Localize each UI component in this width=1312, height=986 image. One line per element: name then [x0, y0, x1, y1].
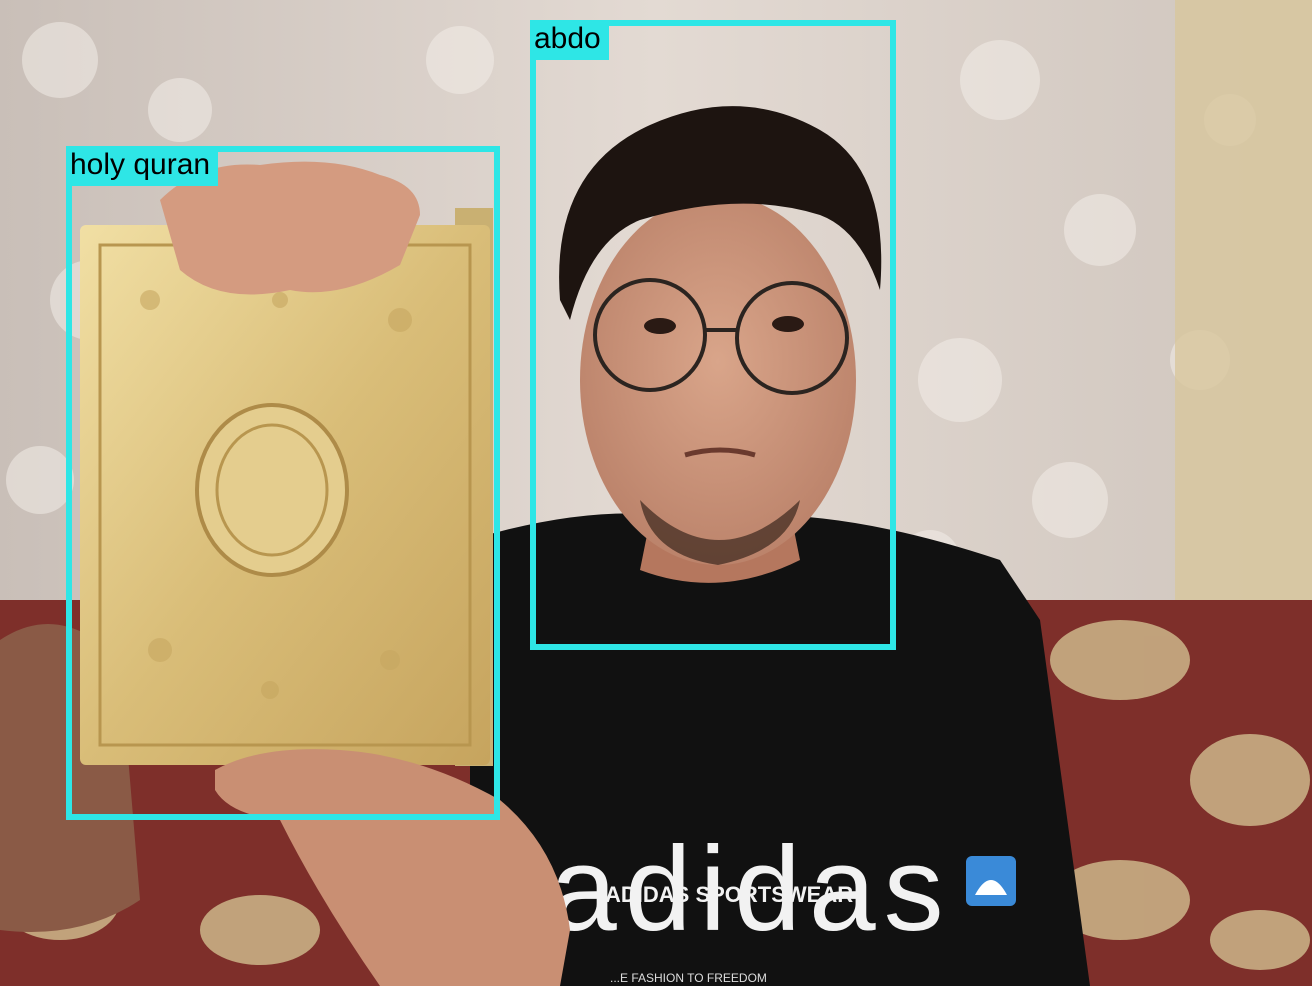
face: [580, 195, 856, 565]
bottom-hand: [215, 749, 570, 986]
shirt-logo: adidas: [550, 822, 952, 956]
trefoil-icon: [975, 880, 1007, 895]
detection-label: abdo: [530, 20, 609, 60]
detection-box-abdo: abdo: [530, 20, 896, 650]
shirt-sportswear: ADIDAS SPORTSWEAR: [605, 882, 853, 907]
curtain-side: [1175, 0, 1312, 600]
detection-label: holy quran: [66, 146, 219, 186]
hair: [559, 106, 882, 320]
beard: [640, 500, 800, 565]
quran-book: [80, 208, 493, 766]
mouth: [684, 447, 756, 458]
shirt-slogan: ...E FASHION TO FREEDOM: [610, 971, 767, 985]
top-hand: [160, 161, 420, 295]
glasses: [593, 278, 849, 395]
tshirt: [470, 513, 1090, 986]
detection-box-holy-quran: holy quran: [66, 146, 500, 820]
eyes: [644, 316, 804, 334]
